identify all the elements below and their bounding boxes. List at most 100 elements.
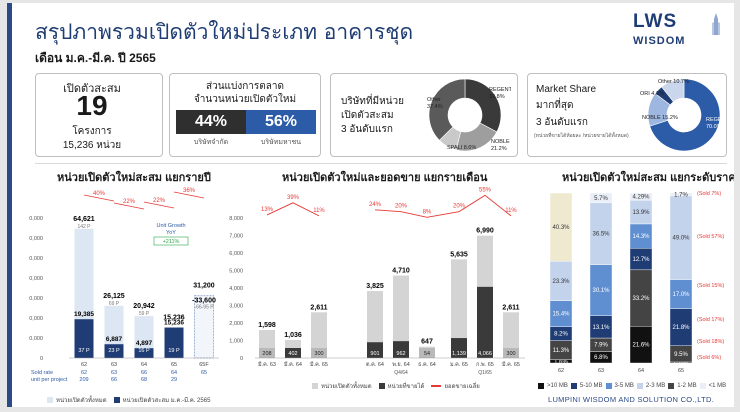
pie-slice [661, 78, 685, 103]
bar-projects-label: 59 P [139, 311, 150, 317]
bar-total-label: 1,036 [284, 332, 302, 339]
stack-segment [629, 192, 653, 201]
bar-q1-label: 19,385 [74, 311, 94, 318]
segment-label: 0.6% [674, 360, 688, 366]
pie-label: Other [427, 97, 441, 103]
building-icon [712, 13, 720, 35]
kpi-label: จำนวนหน่วยเปิดตัวใหม่ [193, 94, 297, 105]
pie-label: REGENT [706, 117, 726, 123]
panel-title-price: หน่วยเปิดตัวใหม่สะสม แยกระดับราคา [562, 172, 734, 184]
bar-sold [419, 348, 435, 358]
bar-q1-projects: 19 P [168, 348, 180, 354]
sold-rate-value: 64 [171, 370, 177, 376]
bar-total-label: 26,125 [103, 293, 125, 300]
kpi-label: เปิดตัวสะสม [341, 110, 394, 121]
x-tick-label: 65 [171, 362, 177, 368]
sold-label: (Sold 17%) [697, 317, 724, 323]
kpi-label: 3 อันดับแรก [341, 124, 393, 135]
change-label: 36% [183, 188, 196, 194]
segment-label: 23.3% [552, 279, 570, 285]
bar-sold [393, 341, 409, 358]
bar-total-label: 20,942 [133, 303, 155, 310]
pie-label: 70.0% [706, 124, 722, 130]
bar-sold [451, 338, 467, 358]
legend-swatch [538, 383, 544, 389]
rate-label: 39% [287, 195, 300, 201]
segment-label: 21.8% [672, 325, 690, 331]
y-tick-label: 10,000 [29, 336, 43, 342]
bar-total-label: 1,598 [258, 322, 276, 329]
y-tick-label: 0 [40, 356, 43, 362]
kpi-label: ส่วนแบ่งการตลาด [205, 81, 284, 92]
legend-swatch [668, 383, 675, 389]
unit-per-project-value: 29 [171, 377, 177, 383]
kpi-value: 19 [76, 90, 108, 121]
pie-label: SPALI 8.6% [447, 145, 476, 151]
legend-price: >10 MB 5-10 MB 3-5 MB 2-3 MB 1-2 MB <1 MB [538, 383, 726, 389]
kpi-label: 3 อันดับแรก [536, 117, 588, 128]
x-tick-label: 62 [81, 362, 87, 368]
bar-q1 [134, 348, 154, 358]
page-subtitle: เดือน ม.ค.-มี.ค. ปี 2565 [35, 51, 156, 65]
bar-total [451, 259, 467, 358]
sold-label: (Sold 15%) [697, 283, 724, 289]
legend-label: หน่วยเปิดตัวทั้งหมด [321, 384, 372, 390]
bar-sold-label: 208 [262, 351, 271, 357]
pie-label: REGENT [489, 87, 511, 93]
sold-rate-value: 65 [201, 370, 207, 376]
share-private-label: บริษัทจำกัด [193, 139, 229, 146]
segment-label: 8.2% [554, 332, 568, 338]
growth-annotation: Unit Growth [156, 223, 185, 229]
bar-q1 [104, 344, 124, 358]
panel-title-monthly: หน่วยเปิดตัวใหม่และยอดขาย แยกรายเดือน [282, 172, 488, 184]
bar-sold-label: 901 [370, 351, 379, 357]
monthly-units-chart: 0 1,000 2,000 3,000 4,000 5,000 6,000 7,000 8,00… [229, 187, 525, 376]
unit-per-project-value: 209 [79, 377, 88, 383]
stack-segment [589, 192, 613, 203]
segment-label: 5.7% [594, 196, 608, 202]
bar-q1 [74, 319, 94, 358]
bar-total [311, 312, 327, 358]
segment-label: 14.3% [632, 234, 650, 240]
y-tick-label: 7,000 [229, 234, 243, 240]
x-tick-label: มี.ค. 64 [284, 361, 302, 368]
x-tick-label: 65F [199, 362, 209, 368]
segment-label: 4.29% [632, 195, 650, 201]
bar-total-label: 2,611 [502, 304, 519, 311]
legend-line [431, 385, 442, 387]
segment-label: 30.1% [592, 288, 610, 294]
change-label: 22% [123, 199, 136, 205]
legend-label: หน่วยที่ขายได้ [387, 384, 425, 390]
legend-label: 3-5 MB [614, 383, 634, 389]
market-share-donut: REGENT70.0% NOBLE 15.2% ORI 4.1% Other 10.7… [640, 78, 726, 152]
bar-total [393, 275, 409, 358]
bar-sold [259, 348, 275, 358]
x-tick-label: 63 [111, 362, 117, 368]
rate-label: 8% [423, 209, 432, 215]
y-tick-label: 30,000 [29, 296, 43, 302]
segment-label: 1.7% [674, 192, 688, 198]
rate-label: 20% [453, 204, 466, 210]
bar-sold-label: 402 [288, 351, 297, 357]
sold-label: (Sold 6%) [697, 355, 721, 361]
segment-label: 1.6% [554, 359, 568, 365]
segment-label: 33.2% [632, 296, 650, 302]
bar-total [367, 291, 383, 358]
x-tick-label: พ.ย. 64 [392, 362, 410, 368]
rate-label: 24% [369, 202, 382, 208]
kpi-label: เปิดตัวสะสม [63, 83, 121, 95]
pie-slice [649, 78, 721, 152]
pie-slice [428, 78, 466, 141]
change-line [113, 202, 145, 210]
bar-total-label: 3,825 [366, 283, 384, 290]
bar-q1-projects: 37 P [78, 348, 90, 354]
group-label: Q4/64 [394, 370, 408, 376]
legend-yearly: หน่วยเปิดตัวทั้งหมด หน่วยเปิดตัวสะสม ม.ค… [47, 395, 210, 405]
segment-label: 36.5% [592, 232, 610, 238]
bar-projects-label: 69 P [109, 301, 120, 307]
segment-label: 13.1% [592, 325, 610, 331]
segment-label: 11.3% [553, 348, 570, 354]
y-tick-label: 6,000 [229, 251, 243, 257]
y-tick-label: 5,000 [229, 269, 243, 275]
